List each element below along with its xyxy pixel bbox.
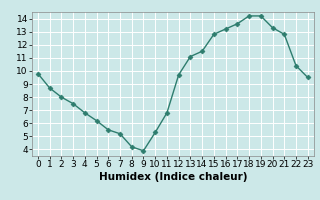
X-axis label: Humidex (Indice chaleur): Humidex (Indice chaleur) [99, 172, 247, 182]
